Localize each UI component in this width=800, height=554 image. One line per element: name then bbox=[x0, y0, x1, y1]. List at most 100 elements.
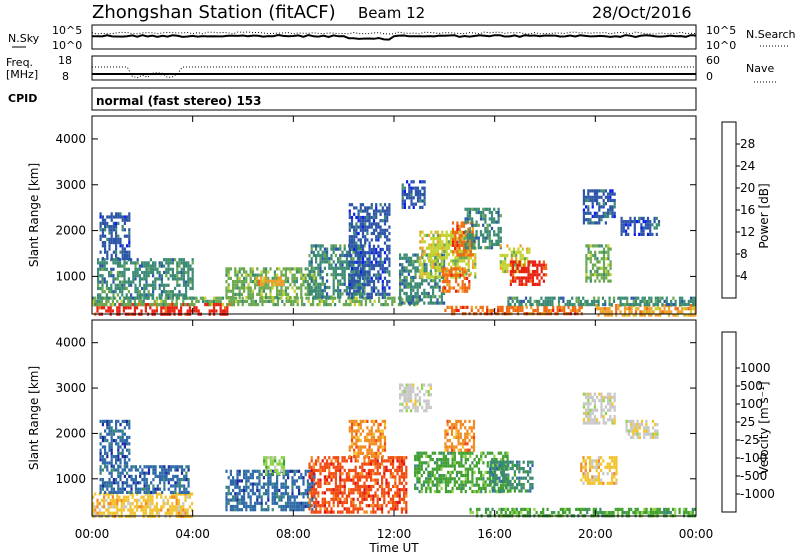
velocity-cell bbox=[165, 478, 168, 482]
power-cell bbox=[302, 280, 305, 284]
cpid-label: CPID bbox=[8, 92, 37, 105]
power-cell bbox=[412, 295, 415, 299]
power-cell bbox=[598, 189, 601, 193]
velocity-cell bbox=[160, 495, 163, 499]
power-cell bbox=[499, 266, 502, 270]
power-cell bbox=[607, 211, 610, 215]
power-cell bbox=[116, 309, 119, 313]
power-cell bbox=[121, 283, 124, 287]
velocity-cell bbox=[262, 469, 265, 473]
velocity-cell bbox=[185, 474, 188, 478]
velocity-cell bbox=[326, 481, 329, 485]
power-cell bbox=[359, 219, 362, 223]
velocity-cell bbox=[310, 488, 313, 492]
power-cell bbox=[620, 229, 623, 233]
velocity-cell bbox=[350, 491, 353, 495]
velocity-cell bbox=[405, 494, 408, 498]
power-cell bbox=[497, 214, 500, 218]
power-cell bbox=[608, 307, 611, 311]
power-cell bbox=[608, 299, 611, 303]
velocity-cell bbox=[319, 484, 322, 489]
velocity-cell bbox=[367, 456, 370, 460]
power-cell bbox=[319, 273, 322, 277]
velocity-cell bbox=[107, 508, 110, 512]
power-cell bbox=[681, 299, 684, 303]
power-cell bbox=[405, 279, 408, 283]
velocity-cell bbox=[271, 485, 274, 489]
power-cell bbox=[410, 196, 413, 200]
power-cell bbox=[180, 293, 183, 297]
velocity-cell bbox=[240, 479, 243, 483]
power-cell bbox=[251, 280, 254, 284]
power-cell bbox=[143, 277, 146, 281]
power-cell bbox=[109, 306, 112, 310]
power-cell bbox=[637, 303, 640, 307]
velocity-cell bbox=[121, 432, 124, 436]
velocity-cell bbox=[183, 478, 186, 482]
velocity-cell bbox=[334, 484, 337, 489]
power-cell bbox=[599, 310, 602, 314]
velocity-cell bbox=[332, 497, 335, 501]
power-cell bbox=[372, 257, 376, 261]
velocity-cell bbox=[147, 505, 150, 509]
power-cell bbox=[609, 198, 612, 203]
power-cell bbox=[185, 283, 188, 287]
velocity-cell bbox=[260, 485, 263, 489]
power-cell bbox=[421, 279, 424, 283]
power-cell bbox=[361, 283, 365, 287]
velocity-cell bbox=[164, 495, 167, 499]
power-cell bbox=[540, 266, 543, 270]
power-cell bbox=[418, 295, 421, 299]
velocity-cell bbox=[225, 485, 228, 489]
power-cell bbox=[225, 292, 228, 296]
velocity-cell bbox=[378, 472, 381, 476]
velocity-cell bbox=[374, 494, 377, 498]
power-cell bbox=[488, 230, 491, 234]
power-cell bbox=[407, 298, 410, 302]
power-cell bbox=[676, 310, 679, 314]
power-cell bbox=[401, 193, 404, 197]
power-cell bbox=[515, 263, 518, 267]
velocity-cell bbox=[99, 478, 102, 482]
power-cell bbox=[553, 296, 556, 300]
power-cell bbox=[92, 303, 95, 307]
power-cell bbox=[523, 270, 526, 274]
velocity-cell bbox=[276, 488, 279, 493]
power-cell bbox=[441, 243, 444, 247]
velocity-cell bbox=[110, 464, 113, 468]
velocity-cell bbox=[143, 465, 146, 469]
velocity-cell bbox=[361, 472, 364, 476]
velocity-cell bbox=[350, 442, 354, 446]
power-cell bbox=[637, 307, 640, 311]
power-cell bbox=[368, 295, 371, 300]
power-cell bbox=[410, 288, 413, 292]
power-cell bbox=[147, 274, 150, 278]
power-cell bbox=[428, 259, 431, 263]
power-cell bbox=[605, 266, 608, 270]
power-cell bbox=[291, 276, 294, 280]
power-cell bbox=[414, 266, 417, 270]
power-cell bbox=[353, 276, 356, 280]
power-cell bbox=[652, 310, 655, 314]
power-cell bbox=[571, 303, 574, 307]
y-tick-label: 1000 bbox=[55, 269, 86, 283]
power-cell bbox=[644, 226, 647, 230]
velocity-cell bbox=[367, 472, 370, 476]
power-cell bbox=[604, 189, 607, 193]
power-cell bbox=[407, 256, 410, 260]
velocity-cell bbox=[405, 475, 408, 479]
velocity-cell bbox=[128, 435, 131, 439]
power-cell bbox=[326, 257, 329, 261]
power-cell bbox=[414, 202, 417, 206]
power-cell bbox=[160, 299, 163, 303]
power-cell bbox=[136, 306, 139, 310]
power-cell bbox=[381, 263, 384, 268]
power-cell bbox=[355, 273, 358, 277]
power-cell bbox=[147, 303, 150, 307]
velocity-cell bbox=[136, 498, 139, 502]
power-cell bbox=[310, 269, 313, 274]
power-cell bbox=[416, 186, 420, 190]
power-cell bbox=[534, 263, 537, 267]
power-cell bbox=[249, 270, 252, 274]
velocity-cell bbox=[132, 465, 135, 469]
